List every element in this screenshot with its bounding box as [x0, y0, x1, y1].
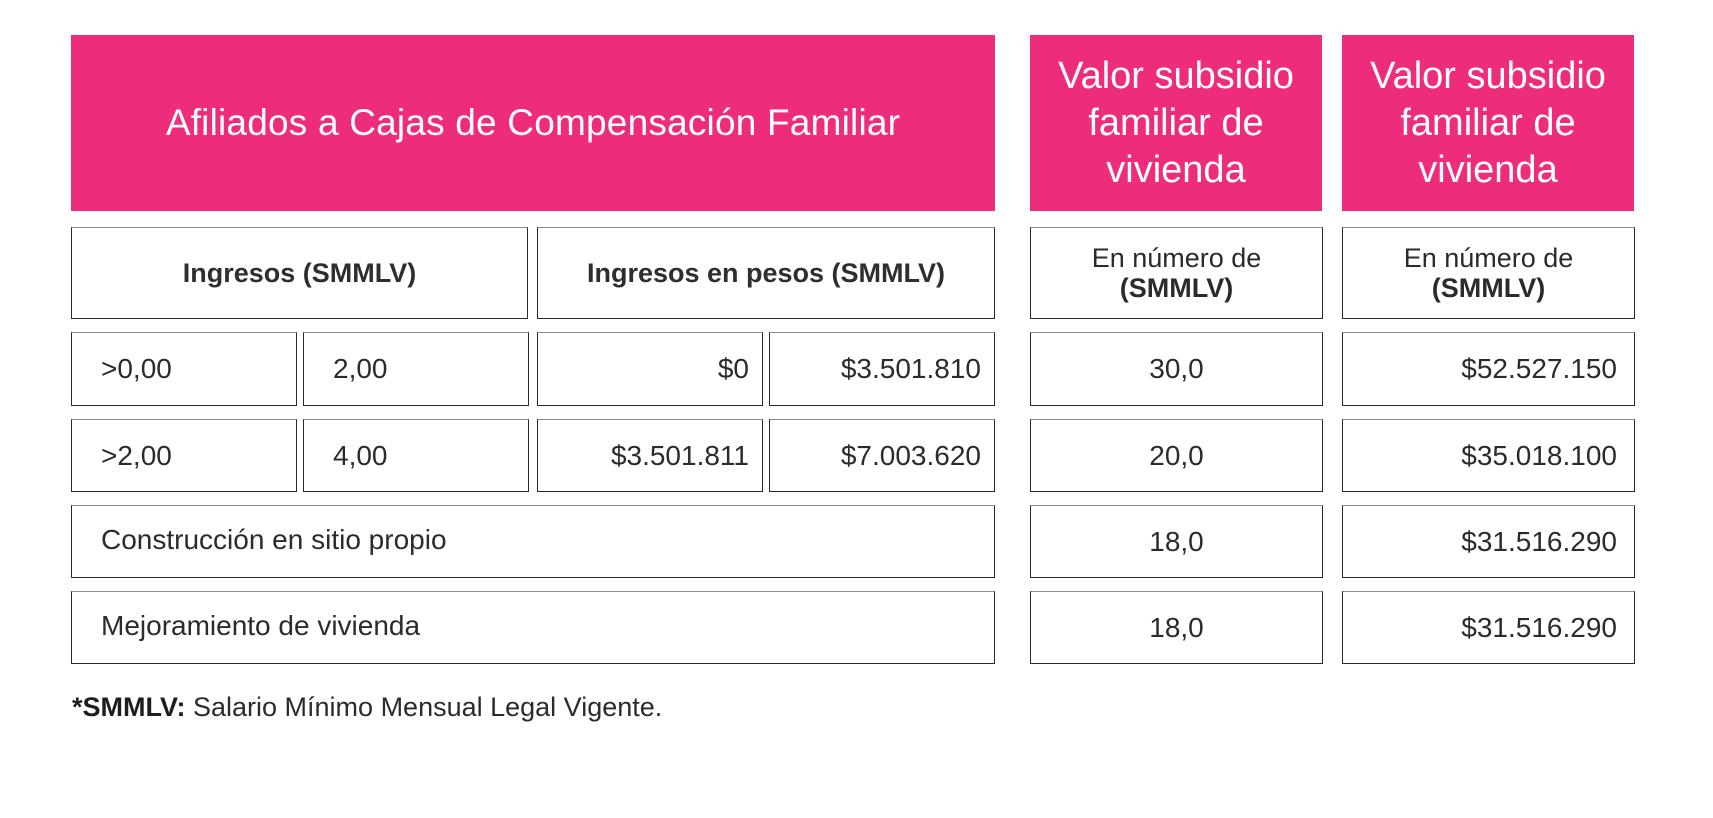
subheader-label: Ingresos en pesos (SMMLV) [586, 257, 946, 288]
subheader-ingresos-pesos: Ingresos en pesos (SMMLV) [537, 227, 995, 319]
header-line: Valor subsidio [1058, 54, 1294, 97]
cell-smmlv-to: 2,00 [303, 332, 529, 406]
cell-value: 18,0 [1149, 525, 1204, 557]
cell-modalidad-label: Construcción en sitio propio [71, 505, 995, 578]
cell-value: >2,00 [101, 439, 172, 471]
cell-value: $7.003.620 [840, 439, 981, 471]
cell-value: 20,0 [1149, 439, 1204, 471]
cell-subsidio-smmlv: 20,0 [1030, 419, 1323, 492]
subsidio-pesos-header: Valor subsidio familiar de vivienda [1342, 35, 1634, 211]
cell-value: $35.018.100 [1461, 439, 1617, 471]
cell-smmlv-from: >2,00 [71, 419, 297, 492]
cell-subsidio-pesos: $52.527.150 [1342, 332, 1635, 406]
cell-value: $52.527.150 [1461, 353, 1617, 384]
header-line: familiar de [1400, 101, 1576, 144]
cell-subsidio-smmlv: 18,0 [1030, 591, 1323, 664]
footnote-term: *SMMLV: [72, 692, 186, 722]
main-header: Afiliados a Cajas de Compensación Famili… [71, 35, 995, 211]
cell-value: 18,0 [1149, 611, 1204, 643]
cell-smmlv-to: 4,00 [303, 419, 529, 492]
cell-pesos-to: $7.003.620 [769, 419, 995, 492]
cell-value: Mejoramiento de vivienda [101, 609, 421, 641]
cell-value: Construcción en sitio propio [101, 523, 447, 555]
cell-subsidio-pesos: $31.516.290 [1342, 505, 1635, 578]
cell-modalidad-label: Mejoramiento de vivienda [71, 591, 995, 664]
subheader-label: En número de [1091, 243, 1262, 273]
cell-value: $3.501.811 [610, 439, 749, 471]
cell-value: $3.501.810 [840, 353, 981, 384]
main-header-title: Afiliados a Cajas de Compensación Famili… [165, 102, 901, 143]
subheader-ingresos-smmlv: Ingresos (SMMLV) [71, 227, 528, 319]
subsidio-smmlv-header: Valor subsidio familiar de vivienda [1030, 35, 1322, 211]
cell-value: 2,00 [333, 353, 388, 384]
cell-pesos-from: $0 [537, 332, 763, 406]
cell-subsidio-smmlv: 18,0 [1030, 505, 1323, 578]
header-line: vivienda [1106, 148, 1246, 191]
header-line: vivienda [1418, 148, 1558, 191]
cell-value: $0 [717, 353, 749, 384]
cell-value: $31.516.290 [1461, 611, 1617, 643]
footnote-definition: Salario Mínimo Mensual Legal Vigente. [185, 692, 663, 722]
cell-value: $31.516.290 [1461, 525, 1617, 557]
subheader-label: Ingresos (SMMLV) [182, 257, 417, 288]
subheader-unit: (SMMLV) [1119, 273, 1234, 303]
cell-value: 4,00 [333, 439, 388, 471]
cell-subsidio-pesos: $35.018.100 [1342, 419, 1635, 492]
subheader-subsidio-smmlv: En número de (SMMLV) [1030, 227, 1323, 319]
cell-subsidio-smmlv: 30,0 [1030, 332, 1323, 406]
cell-subsidio-pesos: $31.516.290 [1342, 591, 1635, 664]
subheader-subsidio-pesos: En número de (SMMLV) [1342, 227, 1635, 319]
header-line: familiar de [1088, 101, 1264, 144]
cell-pesos-to: $3.501.810 [769, 332, 995, 406]
subheader-label: En número de [1403, 243, 1574, 273]
cell-value: >0,00 [101, 353, 172, 384]
subheader-unit: (SMMLV) [1431, 273, 1546, 303]
cell-pesos-from: $3.501.811 [537, 419, 763, 492]
cell-smmlv-from: >0,00 [71, 332, 297, 406]
footnote: *SMMLV: Salario Mínimo Mensual Legal Vig… [72, 692, 662, 723]
cell-value: 30,0 [1149, 353, 1204, 384]
header-line: Valor subsidio [1370, 54, 1606, 97]
